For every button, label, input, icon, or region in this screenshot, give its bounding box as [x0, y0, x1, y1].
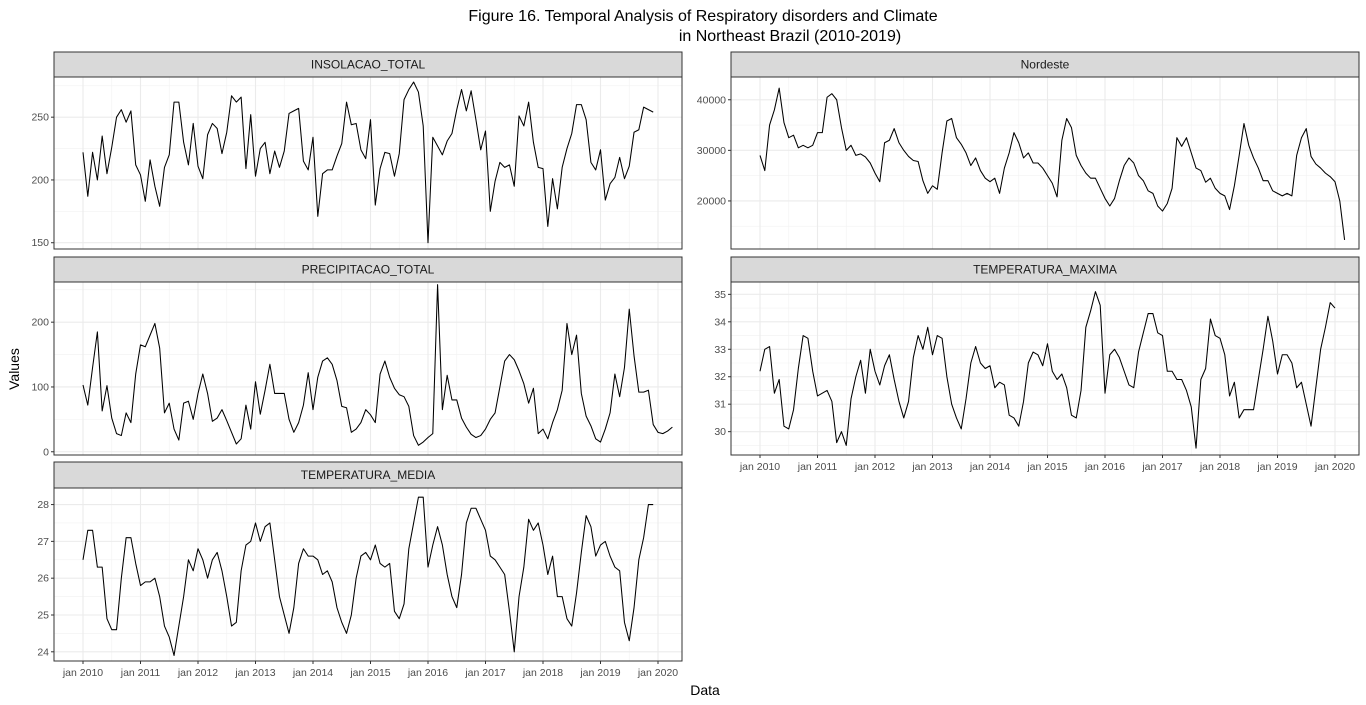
y-tick-label: 26: [37, 573, 49, 585]
panel-temperatura-maxima: TEMPERATURA_MAXIMA 30 31 32 33 34 35 jan 2010 ja…: [714, 256, 1360, 473]
y-tick-label: 30000: [697, 145, 726, 157]
y-axis-title: Values: [6, 348, 22, 390]
y-tick-label: 20000: [697, 195, 726, 207]
x-tick-label: jan 2019: [1256, 461, 1297, 473]
y-tick-label: 32: [714, 371, 726, 383]
y-tick-label: 30: [714, 426, 726, 438]
x-tick-label: jan 2016: [1084, 461, 1125, 473]
x-tick-label: jan 2014: [969, 461, 1010, 473]
panel-background: [731, 282, 1359, 455]
panel-temperatura-media: TEMPERATURA_MEDIA 24 25 26 27 28 jan 2010 jan 2…: [37, 461, 683, 679]
panel-border: [53, 76, 683, 250]
panel-strip-label: PRECIPITACAO_TOTAL: [302, 263, 435, 277]
panel-border: [730, 76, 1360, 250]
panel-strip-label: TEMPERATURA_MAXIMA: [973, 263, 1117, 277]
panel-strip-label: TEMPERATURA_MEDIA: [301, 468, 435, 482]
figure-title-line2: in Northeast Brazil (2010-2019): [679, 28, 901, 45]
y-tick-label: 25: [37, 609, 49, 621]
y-tick-label: 35: [714, 289, 726, 301]
panel-strip-temperatura-media: [53, 461, 683, 489]
x-tick-label: jan 2018: [1199, 461, 1240, 473]
series-line-temperatura-media: [82, 496, 654, 657]
panel-strip-label: INSOLACAO_TOTAL: [311, 58, 426, 72]
x-tick-label: jan 2017: [464, 667, 505, 679]
panel-strip-temperatura-maxima: [730, 256, 1360, 283]
x-tick-label: jan 2011: [120, 667, 161, 679]
y-tick-label: 40000: [697, 94, 726, 106]
panel-background: [54, 488, 682, 661]
x-tick-label: jan 2016: [407, 667, 448, 679]
x-tick-label: jan 2012: [854, 461, 895, 473]
x-tick-label: jan 2011: [797, 461, 838, 473]
y-tick-label: 250: [31, 112, 49, 124]
y-tick-label: 34: [714, 316, 726, 328]
x-tick-label: jan 2015: [1026, 461, 1067, 473]
x-tick-label: jan 2013: [911, 461, 952, 473]
panel-strip-label: Nordeste: [1021, 58, 1070, 72]
panel-background: [54, 282, 682, 455]
x-axis-title: Data: [690, 682, 720, 698]
x-tick-label: jan 2013: [234, 667, 275, 679]
x-tick-label: jan 2018: [522, 667, 563, 679]
x-tick-label: jan 2014: [292, 667, 333, 679]
y-tick-label: 27: [37, 536, 49, 548]
x-tick-label: jan 2015: [349, 667, 390, 679]
x-tick-label: jan 2012: [177, 667, 218, 679]
panel-background: [731, 77, 1359, 249]
y-tick-label: 28: [37, 499, 49, 511]
panel-insolacao-total: INSOLACAO_TOTAL 150 200 250: [31, 51, 683, 250]
series-line-precipitacao-total: [82, 284, 673, 446]
y-tick-label: 33: [714, 344, 726, 356]
series-line-nordeste: [759, 87, 1346, 240]
x-tick-label: jan 2010: [739, 461, 780, 473]
y-tick-label: 0: [43, 446, 49, 458]
panel-border: [53, 281, 683, 456]
series-line-temperatura-maxima: [759, 291, 1336, 449]
panel-border: [53, 487, 683, 662]
y-tick-label: 24: [37, 646, 49, 658]
y-tick-label: 150: [31, 237, 49, 249]
y-tick-label: 200: [31, 317, 49, 329]
panel-strip-insolacao-total: [53, 51, 683, 78]
figure-title-line1: Figure 16. Temporal Analysis of Respirat…: [468, 8, 937, 25]
y-tick-label: 100: [31, 381, 49, 393]
x-tick-label: jan 2017: [1141, 461, 1182, 473]
y-tick-label: 31: [714, 399, 726, 411]
facet-panels: INSOLACAO_TOTAL150200250Nordeste20000300…: [31, 51, 1360, 679]
x-tick-label: jan 2019: [579, 667, 620, 679]
panel-background: [54, 77, 682, 249]
panel-precipitacao-total: PRECIPITACAO_TOTAL 0 100 200: [31, 256, 683, 458]
panel-border: [730, 281, 1360, 456]
y-tick-label: 200: [31, 174, 49, 186]
panel-nordeste: Nordeste 20000 30000 40000: [697, 51, 1360, 250]
panel-strip-precipitacao-total: [53, 256, 683, 283]
x-tick-label: jan 2020: [637, 667, 678, 679]
x-tick-label: jan 2010: [62, 667, 103, 679]
series-line-insolacao-total: [82, 81, 654, 244]
x-tick-label: jan 2020: [1314, 461, 1355, 473]
